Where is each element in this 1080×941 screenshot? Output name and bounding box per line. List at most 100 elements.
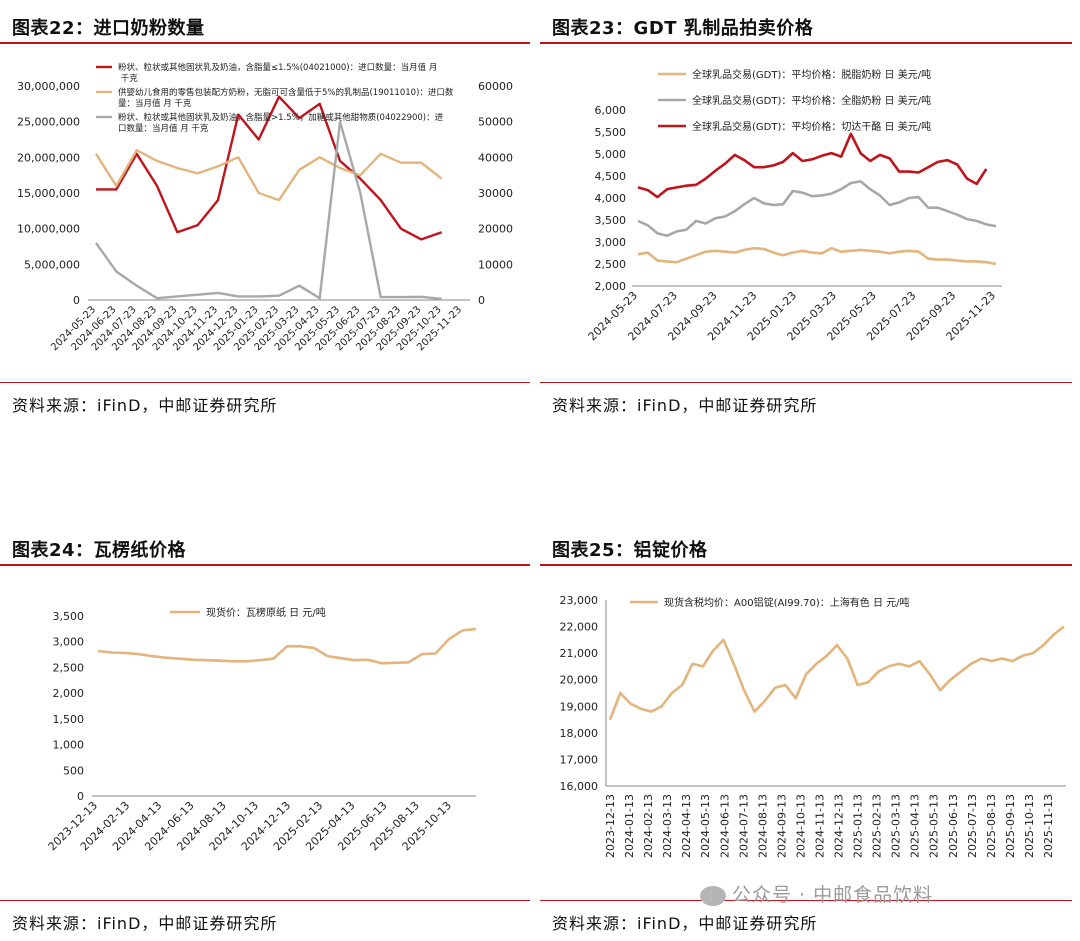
series-line-3 [95,120,442,301]
series-line-1 [96,95,443,241]
y-left-tick-label: 0 [73,294,80,307]
x-tick-label: 2025-07-13 [966,794,979,858]
y-right-tick-label: 20000 [478,223,513,236]
x-tick-label: 2024-01-13 [623,794,636,858]
legend-label-2: 供婴幼儿食用的零售包装配方奶粉，无脂可可含量低于5%的乳制品(19011010)… [118,87,454,109]
panel-gdt-prices: 图表23：GDT 乳制品拍卖价格 2,000 2,500 3,000 3,500 4,0… [540,0,1080,420]
x-tick-label: 2024-04-13 [680,794,693,858]
y-tick-label: 2,000 [53,687,85,700]
x-tick-label: 2024-02-13 [642,794,655,858]
x-tick-label: 2023-12-13 [604,794,617,858]
source-rule [0,382,530,383]
y-tick-label: 4,000 [595,192,627,205]
source-rule [540,382,1072,383]
source-note: 资料来源：iFinD，中邮证券研究所 [552,914,818,933]
y-left-tick-label: 20,000,000 [17,151,80,164]
source-note: 资料来源：iFinD，中邮证券研究所 [12,914,278,933]
y-left-tick-label: 15,000,000 [17,187,80,200]
y-tick-label: 19,000 [560,700,599,713]
series-line-3 [637,132,988,199]
title-rule [0,42,530,44]
y-tick-label: 16,000 [560,780,599,793]
y-tick-label: 3,000 [595,236,627,249]
y-tick-label: 1,000 [53,739,85,752]
x-tick-label: 2025-04-13 [909,794,922,858]
chart-title: 图表23：GDT 乳制品拍卖价格 [552,18,814,39]
x-tick-label: 2025-01-13 [852,794,865,858]
y-tick-label: 20,000 [560,674,599,687]
legend-label-1: 全球乳品交易(GDT)：平均价格：脱脂奶粉 日 美元/吨 [692,68,931,81]
x-tick-label: 2025-06-13 [947,794,960,858]
title-rule [0,564,530,566]
title-rule [540,564,1072,566]
chart-milk-powder: 0 5,000,000 10,000,000 15,000,000 20,000,000… [17,62,513,353]
chart-corrugated: 05001,0001,5002,0002,5003,0003,5002023-1… [46,606,477,853]
x-tick-label: 2024-06-13 [718,794,731,858]
x-tick-label: 2024-03-13 [661,794,674,858]
y-right-tick-label: 10000 [478,258,513,271]
y-tick-label: 0 [77,790,84,803]
series-line-2 [637,180,997,238]
x-tick-label: 2024-12-13 [833,794,846,858]
y-left-tick-label: 30,000,000 [17,80,80,93]
y-tick-label: 23,000 [560,594,599,607]
y-tick-label: 21,000 [560,647,599,660]
x-tick-label: 2024-08-13 [756,794,769,858]
x-tick-label: 2025-08-13 [985,794,998,858]
y-right-tick-label: 50000 [478,116,513,129]
chart-title: 图表22：进口奶粉数量 [12,18,205,39]
y-tick-label: 2,500 [595,258,627,271]
x-tick-label: 2025-09-13 [1004,794,1017,858]
y-tick-label: 3,500 [595,214,627,227]
y-tick-label: 17,000 [560,753,599,766]
series-line-2 [94,149,443,202]
wechat-icon [700,885,726,906]
y-tick-label: 18,000 [560,727,599,740]
y-tick-label: 22,000 [560,621,599,634]
x-tick-label: 2025-02-13 [871,794,884,858]
y-tick-label: 5,500 [595,126,627,139]
y-left-tick-label: 5,000,000 [24,258,80,271]
legend-label-1: 现货含税均价：A00铝锭(AI99.70)：上海有色 日 元/吨 [664,596,910,609]
y-right-tick-label: 0 [478,294,485,307]
y-tick-label: 2,500 [53,661,85,674]
x-tick-label: 2024-11-13 [813,794,826,858]
y-tick-label: 3,000 [53,636,85,649]
y-tick-label: 2,000 [595,280,627,293]
source-note: 资料来源：iFinD，中邮证券研究所 [12,396,278,415]
panel-milk-powder-imports: 图表22：进口奶粉数量 0 5,000,000 10,000,000 15,000,0… [0,0,538,420]
y-tick-label: 4,500 [595,170,627,183]
y-tick-label: 6,000 [595,104,627,117]
x-tick-label: 2024-07-13 [737,794,750,858]
panel-corrugated-paper: 图表24：瓦楞纸价格 0 500 1,000 1,500 2,000 2,500 3,000… [0,520,538,941]
title-rule [540,42,1072,44]
y-right-tick-label: 40000 [478,151,513,164]
y-tick-label: 1,500 [53,713,85,726]
legend-label-2: 全球乳品交易(GDT)：平均价格：全脂奶粉 日 美元/吨 [692,94,931,107]
watermark: 公众号 · 中邮食品饮料 [700,880,933,907]
chart-title: 图表25：铝锭价格 [552,540,708,561]
y-left-tick-label: 10,000,000 [17,223,80,236]
source-note: 资料来源：iFinD，中邮证券研究所 [552,396,818,415]
panel-aluminum: 图表25：铝锭价格 16,000 17,000 18,000 19,000 20,000… [540,520,1080,941]
legend-label-1: 现货价：瓦楞原纸 日 元/吨 [206,606,326,619]
y-right-tick-label: 60000 [478,80,513,93]
series-line-1 [608,625,1065,721]
legend-label-3: 粉状、粒状或其他固状乳及奶油，含脂量>1.5%，加糖或其他甜物质(0402290… [118,112,444,134]
watermark-text: 公众号 · 中邮食品饮料 [732,884,934,906]
chart-title: 图表24：瓦楞纸价格 [12,540,187,561]
source-rule [0,900,530,901]
x-tick-label: 2025-10-13 [1023,794,1036,858]
chart-gdt: 2,000 2,500 3,000 3,500 4,000 4,500 5,000 5,500… [586,68,1002,343]
chart-aluminum: 16,000 17,000 18,000 19,000 20,000 21,000 22,0… [560,594,1066,858]
source-rule [540,900,1072,901]
series-line-1 [637,246,997,266]
y-tick-label: 3,500 [53,610,85,623]
y-tick-label: 5,000 [595,148,627,161]
series-line-1 [97,627,477,665]
x-tick-label: 2024-10-13 [794,794,807,858]
legend-label-1: 粉状、粒状或其他固状乳及奶油，含脂量≤1.5%(04021000)：进口数量：当… [118,62,437,84]
x-tick-label: 2025-11-13 [1042,794,1055,858]
legend-label-3: 全球乳品交易(GDT)：平均价格：切达干酪 日 美元/吨 [692,120,931,133]
x-tick-label: 2025-03-13 [890,794,903,858]
